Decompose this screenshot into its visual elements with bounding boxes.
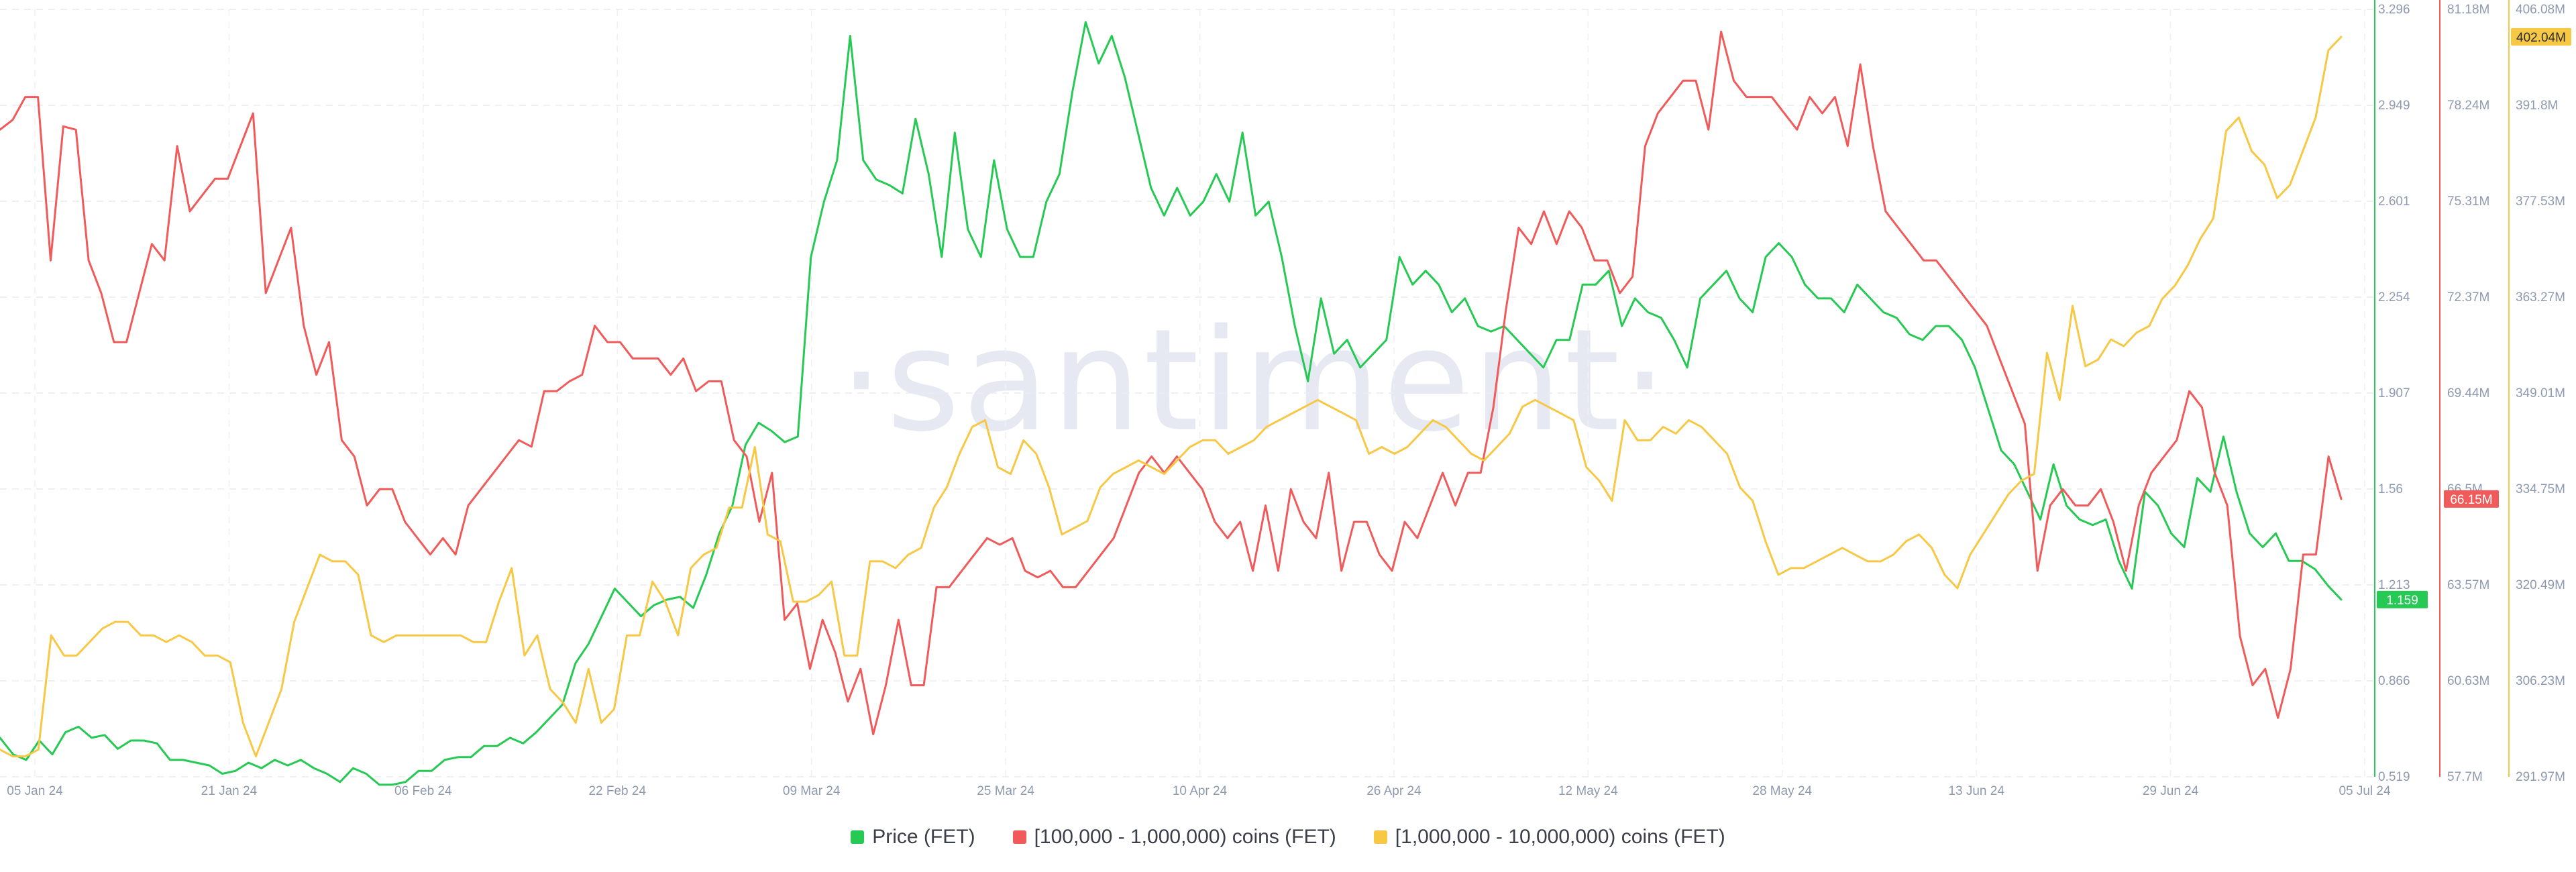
y-tick-label-large: 377.53M xyxy=(2516,195,2565,209)
x-tick-label: 09 Mar 24 xyxy=(783,784,841,798)
legend: Price (FET) [100,000 - 1,000,000) coins … xyxy=(0,824,2576,851)
x-tick-label: 05 Jan 24 xyxy=(7,784,63,798)
legend-swatch-price xyxy=(851,830,865,844)
x-tick-label: 28 May 24 xyxy=(1752,784,1812,798)
x-tick-label: 25 Mar 24 xyxy=(977,784,1034,798)
x-tick-label: 06 Feb 24 xyxy=(394,784,452,798)
y-tick-label-price: 0.519 xyxy=(2378,770,2410,784)
last-value-badge-price: 1.159 xyxy=(2377,590,2428,608)
y-tick-label-large: 334.75M xyxy=(2516,482,2565,496)
grid-lines xyxy=(0,9,2375,777)
x-tick-label: 05 Jul 24 xyxy=(2339,784,2391,798)
y-tick-label-large: 363.27M xyxy=(2516,290,2565,305)
legend-item-mid-holders[interactable]: [100,000 - 1,000,000) coins (FET) xyxy=(1012,826,1336,849)
y-tick-label-mid: 78.24M xyxy=(2447,99,2489,113)
legend-label-mid-holders: [100,000 - 1,000,000) coins (FET) xyxy=(1034,826,1336,848)
legend-label-price: Price (FET) xyxy=(872,826,975,848)
last-value-label-mid: 66.15M xyxy=(2450,493,2492,507)
y-tick-label-price: 1.907 xyxy=(2378,386,2410,400)
series-line-price xyxy=(0,21,2343,786)
y-tick-label-mid: 60.63M xyxy=(2447,674,2489,688)
y-tick-label-price: 1.213 xyxy=(2378,578,2410,592)
legend-swatch-large-holders xyxy=(1373,830,1387,844)
y-tick-label-mid: 57.7M xyxy=(2447,770,2483,784)
series-lines xyxy=(0,21,2343,786)
last-value-label-large: 402.04M xyxy=(2516,31,2566,45)
x-tick-label: 21 Jan 24 xyxy=(201,784,258,798)
x-tick-label: 26 Apr 24 xyxy=(1366,784,1421,798)
x-axis: 05 Jan 24 21 Jan 24 06 Feb 24 22 Feb 24 09 M… xyxy=(7,784,2391,798)
legend-label-large-holders: [1,000,000 - 10,000,000) coins (FET) xyxy=(1395,826,1725,848)
legend-item-large-holders[interactable]: [1,000,000 - 10,000,000) coins (FET) xyxy=(1373,826,1725,849)
y-tick-label-price: 2.949 xyxy=(2378,99,2410,113)
y-tick-label-price: 2.254 xyxy=(2378,290,2410,305)
y-tick-label-price: 3.296 xyxy=(2378,3,2410,17)
last-value-label-price: 1.159 xyxy=(2386,594,2418,608)
y-tick-label-large: 406.08M xyxy=(2516,3,2565,17)
y-tick-label-large: 306.23M xyxy=(2516,674,2565,688)
series-line-large xyxy=(0,36,2343,758)
x-tick-label: 10 Apr 24 xyxy=(1173,784,1228,798)
x-tick-label: 12 May 24 xyxy=(1558,784,1618,798)
y-tick-label-large: 320.49M xyxy=(2516,578,2565,592)
x-tick-label: 29 Jun 24 xyxy=(2143,784,2199,798)
y-tick-label-mid: 81.18M xyxy=(2447,3,2489,17)
y-tick-label-large: 391.8M xyxy=(2516,99,2558,113)
y-tick-label-price: 2.601 xyxy=(2378,195,2410,209)
y-tick-label-mid: 75.31M xyxy=(2447,195,2489,209)
last-value-badges: 1.159 66.15M 402.04M xyxy=(2377,28,2571,608)
y-tick-label-large: 291.97M xyxy=(2516,770,2565,784)
x-tick-label: 13 Jun 24 xyxy=(1948,784,2004,798)
legend-item-price[interactable]: Price (FET) xyxy=(851,826,975,849)
y-tick-label-price: 1.56 xyxy=(2378,482,2403,496)
x-tick-label: 22 Feb 24 xyxy=(588,784,646,798)
y-tick-label-large: 349.01M xyxy=(2516,386,2565,400)
y-tick-label-mid: 63.57M xyxy=(2447,578,2489,592)
y-tick-label-mid: 69.44M xyxy=(2447,386,2489,400)
y-axes: 0.519 0.866 1.213 1.56 1.907 2.254 2.601 2.949 3… xyxy=(2374,0,2565,784)
legend-swatch-mid-holders xyxy=(1012,830,1026,844)
y-tick-label-price: 0.866 xyxy=(2378,674,2410,688)
series-line-mid xyxy=(0,30,2343,736)
y-tick-label-mid: 72.37M xyxy=(2447,290,2489,305)
last-value-badge-large: 402.04M xyxy=(2511,28,2571,46)
last-value-badge-mid: 66.15M xyxy=(2444,490,2499,508)
santiment-watermark: ·santiment· xyxy=(839,298,1670,463)
